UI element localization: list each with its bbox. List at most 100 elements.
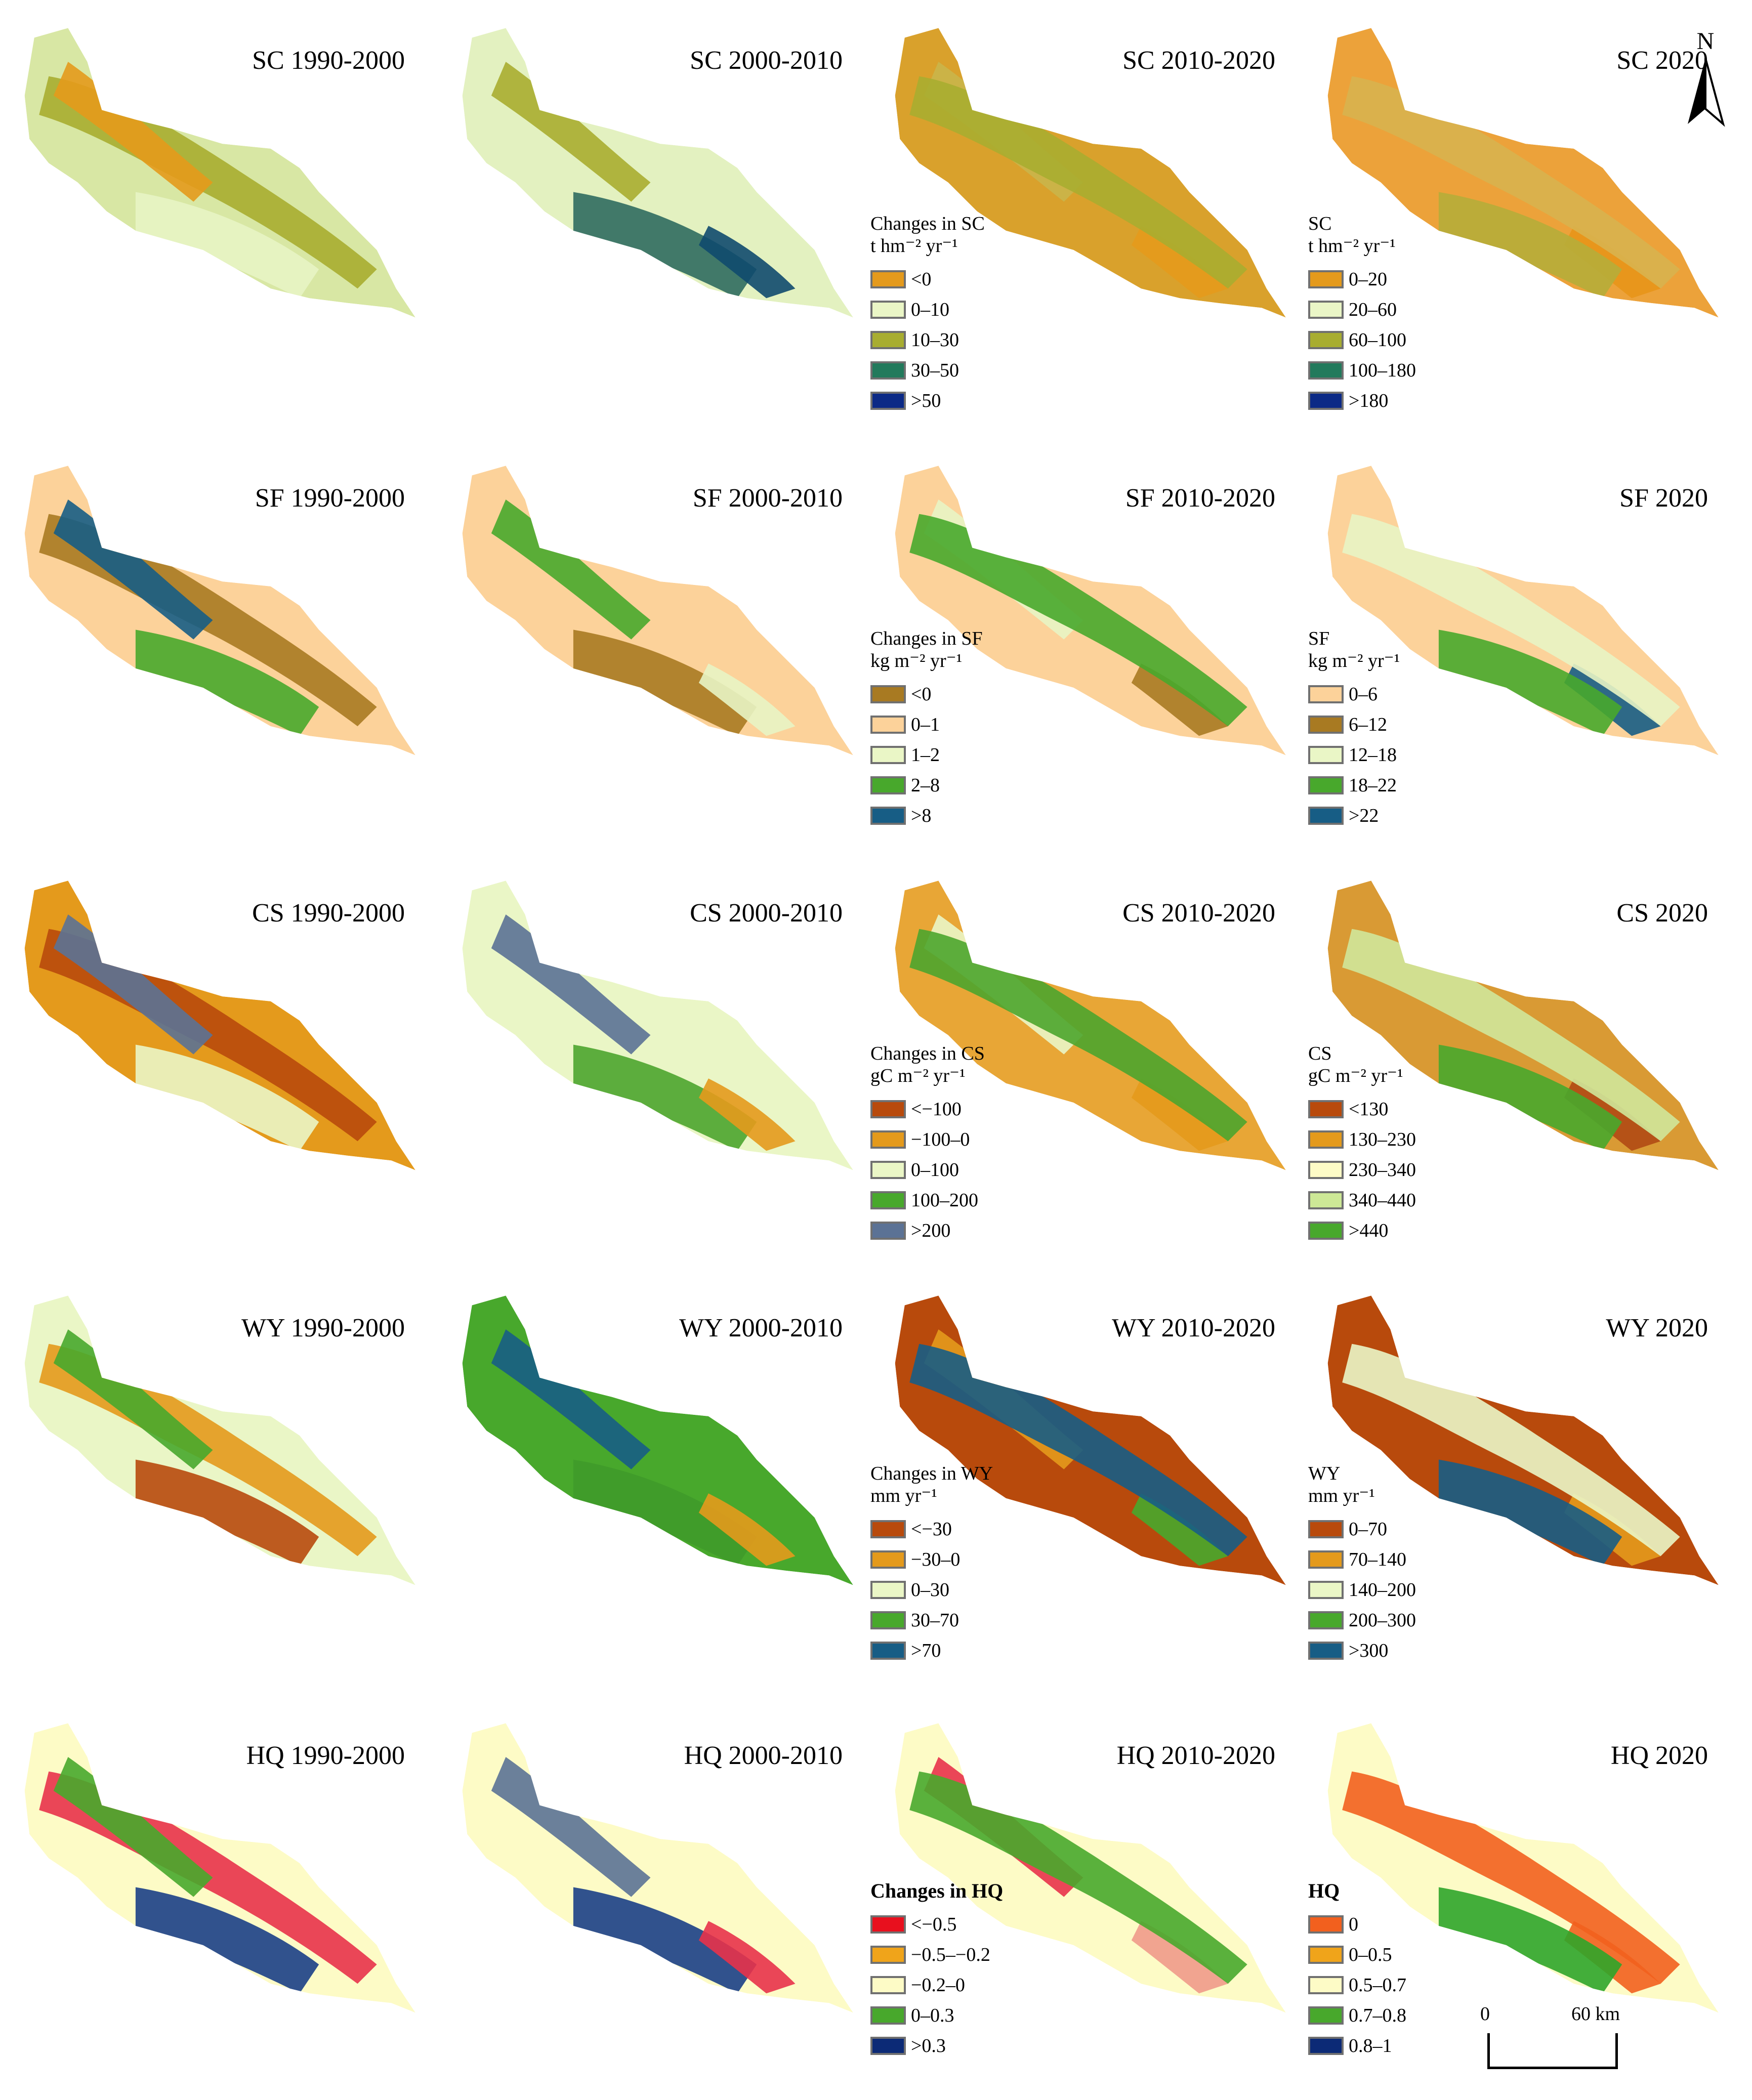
legend-label: 130–230 — [1349, 1129, 1416, 1150]
legend-swatch — [1308, 1222, 1344, 1240]
legend-swatch — [870, 331, 906, 349]
legend-value-hq: HQ 0 0–0.5 0.5–0.7 0.7–0.8 0.8–1 — [1308, 1880, 1406, 2061]
legend-label: 6–12 — [1349, 714, 1387, 735]
land-class-patch — [698, 226, 796, 299]
legend-item: 70–140 — [1308, 1544, 1416, 1575]
scale-bar-line — [1487, 2033, 1618, 2069]
legend-swatch — [1308, 1946, 1344, 1964]
legend-label: 0–70 — [1349, 1519, 1387, 1540]
legend-item: >0.3 — [870, 2031, 1003, 2061]
land-class-patch — [135, 629, 319, 736]
legend-title-line: SC — [1308, 213, 1332, 234]
panel-title: SC 2010-2020 — [1122, 46, 1275, 75]
panel-title: SF 2010-2020 — [1125, 484, 1275, 513]
legend-label: 12–18 — [1349, 744, 1397, 766]
legend-item: >50 — [870, 386, 985, 416]
legend-label: >200 — [911, 1220, 951, 1241]
north-label: N — [1697, 28, 1715, 55]
land-class-patch — [909, 514, 1247, 727]
legend-item: >200 — [870, 1215, 985, 1246]
panel-title: SC 2000-2010 — [690, 46, 843, 75]
legend-title-line: WY — [1308, 1463, 1341, 1484]
panel-title: WY 2020 — [1606, 1314, 1708, 1342]
legend-item: 2–8 — [870, 770, 983, 801]
legend-swatch — [1308, 807, 1344, 825]
legend-label: −100–0 — [911, 1129, 970, 1150]
legend-title: Changes in HQ — [870, 1880, 1003, 1902]
legend-change-sf: Changes in SF kg m⁻² yr⁻¹ <0 0–1 1–2 2–8 >8 — [870, 627, 983, 831]
land-class-patch — [698, 1493, 796, 1566]
panel-title: WY 1990-2000 — [241, 1314, 405, 1342]
legend-title-line: Changes in HQ — [870, 1879, 1004, 1902]
legend-title: SF kg m⁻² yr⁻¹ — [1308, 627, 1400, 672]
land-class-patch — [491, 62, 651, 202]
legend-item: <130 — [1308, 1094, 1416, 1124]
legend-title-line: Changes in SC — [870, 213, 985, 234]
legend-label: <0 — [911, 684, 932, 705]
map-panel-cs-3: CS 2020 — [1313, 863, 1728, 1257]
legend-item: 6–12 — [1308, 709, 1400, 740]
legend-label: >50 — [911, 390, 941, 411]
legend-swatch — [1308, 301, 1344, 319]
panel-title: HQ 2000-2010 — [684, 1741, 843, 1770]
land-class-patch — [491, 1329, 651, 1469]
legend-value-cs: CS gC m⁻² yr⁻¹ <130 130–230 230–340 340–440 >4… — [1308, 1042, 1416, 1246]
legend-item: 20–60 — [1308, 295, 1416, 325]
land-class-patch — [1131, 663, 1228, 736]
land-class-patch — [1438, 1459, 1622, 1566]
legend-swatch — [870, 1550, 906, 1569]
land-class-patch — [1438, 1887, 1622, 1994]
legend-item: 100–180 — [1308, 355, 1416, 386]
legend-swatch — [870, 1946, 906, 1964]
legend-label: −30–0 — [911, 1549, 961, 1570]
legend-swatch — [870, 746, 906, 764]
basin-map — [1327, 1723, 1719, 2013]
legend-label: 0–1 — [911, 714, 940, 735]
land-class-patch — [53, 499, 213, 640]
land-class-patch — [909, 76, 1247, 289]
legend-title-line: gC m⁻² yr⁻¹ — [1308, 1065, 1403, 1086]
land-class-patch — [1131, 1921, 1228, 1994]
legend-label: 0 — [1349, 1914, 1358, 1935]
legend-swatch — [1308, 392, 1344, 410]
legend-title-line: t hm⁻² yr⁻¹ — [1308, 235, 1396, 257]
basin-map — [24, 1295, 415, 1585]
basin-map — [895, 880, 1286, 1170]
legend-label: 0–0.3 — [911, 2005, 954, 2026]
panel-title: HQ 2010-2020 — [1116, 1741, 1275, 1770]
legend-label: 230–340 — [1349, 1159, 1416, 1181]
legend-label: 18–22 — [1349, 775, 1397, 796]
map-panel-sc-3: SC 2020 — [1313, 10, 1728, 405]
legend-title-line: CS — [1308, 1043, 1332, 1064]
legend-title: Changes in SF kg m⁻² yr⁻¹ — [870, 627, 983, 672]
legend-item: 30–70 — [870, 1605, 993, 1635]
legend-swatch — [1308, 746, 1344, 764]
legend-swatch — [870, 716, 906, 734]
map-panel-hq-1: HQ 2000-2010 — [448, 1705, 863, 2100]
legend-label: 60–100 — [1349, 329, 1406, 351]
legend-label: 30–70 — [911, 1610, 959, 1631]
legend-label: <−100 — [911, 1099, 962, 1120]
legend-item: 130–230 — [1308, 1124, 1416, 1155]
legend-title-line: mm yr⁻¹ — [870, 1485, 937, 1506]
legend-label: <−30 — [911, 1519, 952, 1540]
scale-bar: 0 60 km — [1480, 2003, 1632, 2079]
land-class-patch — [1342, 929, 1680, 1142]
land-class-patch — [135, 1887, 319, 1994]
basin-map — [895, 1295, 1286, 1585]
legend-swatch — [1308, 270, 1344, 288]
north-arrow-icon: N — [1688, 28, 1725, 127]
legend-swatch — [870, 1161, 906, 1179]
legend-swatch — [870, 2037, 906, 2055]
legend-item: −30–0 — [870, 1544, 993, 1575]
basin-map — [24, 880, 415, 1170]
legend-value-sc: SC t hm⁻² yr⁻¹ 0–20 20–60 60–100 100–180 >180 — [1308, 213, 1416, 416]
land-class-patch — [573, 1887, 757, 1994]
legend-swatch — [1308, 776, 1344, 794]
legend-swatch — [1308, 2037, 1344, 2055]
panel-title: SF 2000-2010 — [692, 484, 843, 513]
legend-item: 140–200 — [1308, 1575, 1416, 1605]
panel-title: HQ 2020 — [1610, 1741, 1708, 1770]
legend-label: −0.5–−0.2 — [911, 1944, 990, 1965]
land-class-patch — [909, 1771, 1247, 1984]
